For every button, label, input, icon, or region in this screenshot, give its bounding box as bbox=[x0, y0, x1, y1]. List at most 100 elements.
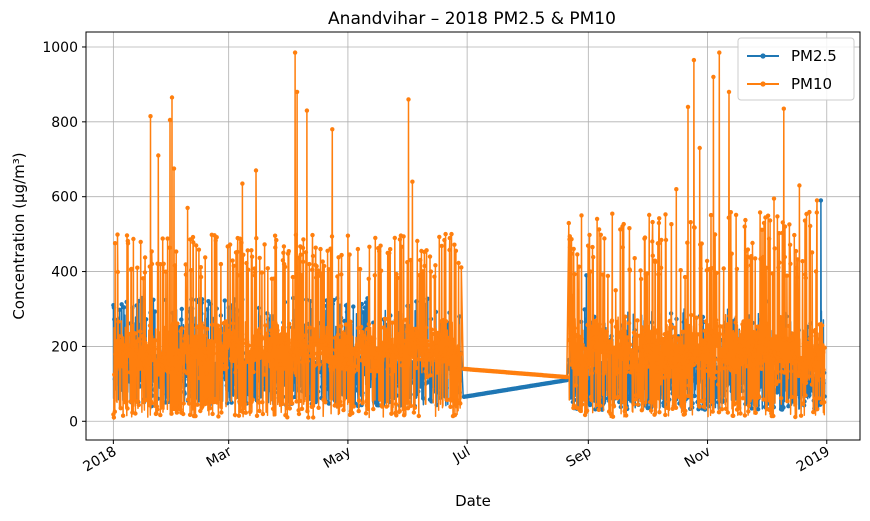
data-point bbox=[766, 375, 772, 380]
data-point bbox=[221, 344, 226, 349]
data-point bbox=[274, 366, 279, 371]
data-point bbox=[184, 341, 189, 346]
data-point bbox=[392, 235, 397, 241]
data-point bbox=[659, 237, 664, 243]
data-point bbox=[325, 386, 330, 392]
data-point bbox=[706, 323, 711, 328]
data-point bbox=[806, 374, 812, 379]
data-point bbox=[638, 393, 643, 399]
data-point bbox=[803, 380, 809, 386]
data-point bbox=[115, 232, 120, 237]
data-point bbox=[616, 342, 622, 347]
data-point bbox=[229, 335, 235, 340]
data-point bbox=[319, 333, 325, 338]
data-point bbox=[333, 348, 338, 353]
data-point bbox=[794, 265, 799, 271]
data-point bbox=[670, 352, 676, 357]
data-point bbox=[230, 258, 235, 263]
data-point bbox=[238, 408, 243, 414]
data-point bbox=[253, 168, 259, 173]
data-point bbox=[623, 314, 628, 319]
data-point bbox=[760, 254, 766, 260]
data-point bbox=[176, 359, 181, 365]
data-point bbox=[300, 359, 305, 365]
data-point bbox=[295, 330, 300, 336]
data-point bbox=[300, 245, 306, 251]
data-point bbox=[322, 263, 327, 269]
data-point bbox=[733, 320, 738, 325]
data-point bbox=[200, 325, 205, 330]
data-point bbox=[183, 272, 189, 277]
data-point bbox=[117, 334, 122, 339]
data-point bbox=[292, 50, 298, 55]
data-point bbox=[456, 366, 461, 371]
data-point bbox=[664, 356, 669, 361]
data-point bbox=[218, 261, 224, 267]
data-point bbox=[780, 230, 785, 236]
data-point bbox=[766, 236, 772, 241]
data-point bbox=[146, 348, 152, 354]
data-point bbox=[759, 366, 764, 371]
data-point bbox=[454, 404, 459, 409]
data-point bbox=[609, 318, 615, 323]
data-point bbox=[681, 365, 686, 370]
data-point bbox=[666, 399, 671, 404]
data-point bbox=[796, 373, 801, 379]
data-point bbox=[297, 339, 302, 344]
data-point bbox=[589, 397, 594, 403]
data-point bbox=[388, 247, 393, 252]
data-point bbox=[112, 241, 118, 246]
data-point bbox=[657, 410, 662, 415]
data-point bbox=[209, 322, 215, 327]
data-point bbox=[136, 402, 141, 408]
data-point bbox=[166, 358, 171, 363]
data-point bbox=[440, 336, 445, 341]
data-point bbox=[669, 222, 674, 227]
data-point bbox=[682, 274, 688, 280]
data-point bbox=[261, 352, 266, 357]
data-point bbox=[589, 371, 595, 376]
data-point bbox=[268, 342, 273, 347]
data-point bbox=[358, 343, 363, 349]
data-point bbox=[376, 357, 381, 362]
data-point bbox=[576, 264, 582, 269]
data-point bbox=[658, 265, 664, 270]
data-point bbox=[636, 363, 642, 368]
data-point bbox=[394, 351, 399, 356]
data-point bbox=[650, 253, 655, 258]
data-point bbox=[642, 235, 648, 240]
data-point bbox=[138, 239, 143, 245]
data-point bbox=[622, 400, 627, 405]
data-point bbox=[421, 319, 426, 325]
data-point bbox=[797, 365, 803, 370]
data-point bbox=[814, 210, 819, 215]
data-point bbox=[713, 317, 719, 323]
data-point bbox=[576, 363, 581, 368]
data-point bbox=[564, 374, 569, 380]
data-point bbox=[235, 249, 240, 255]
data-point bbox=[452, 412, 458, 418]
data-point bbox=[816, 377, 821, 383]
data-point bbox=[591, 254, 596, 260]
data-point bbox=[184, 371, 190, 376]
data-point bbox=[397, 409, 402, 414]
data-point bbox=[595, 369, 600, 374]
data-point bbox=[407, 343, 412, 349]
data-point bbox=[579, 213, 584, 218]
y-tick-label: 400 bbox=[51, 265, 78, 281]
data-point bbox=[387, 340, 393, 345]
data-point bbox=[227, 242, 233, 247]
data-point bbox=[249, 248, 254, 253]
legend-label-pm10: PM10 bbox=[791, 75, 832, 93]
data-point bbox=[722, 366, 728, 371]
data-point bbox=[150, 351, 155, 356]
data-point bbox=[379, 404, 385, 409]
data-point bbox=[111, 415, 117, 420]
data-point bbox=[151, 355, 157, 360]
data-point bbox=[378, 268, 384, 273]
data-point bbox=[637, 333, 642, 338]
data-point bbox=[236, 344, 241, 350]
data-point bbox=[121, 343, 127, 348]
data-point bbox=[356, 408, 361, 414]
data-point bbox=[129, 266, 134, 272]
